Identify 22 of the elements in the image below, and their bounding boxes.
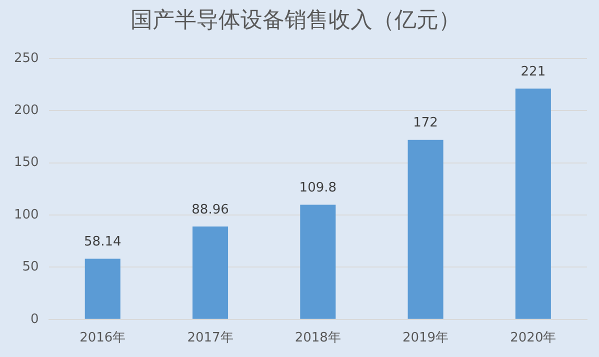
y-tick-label: 100 — [14, 207, 39, 222]
x-tick-label: 2016年 — [80, 330, 126, 346]
data-label: 172 — [413, 116, 438, 131]
data-label: 109.8 — [299, 180, 337, 196]
y-tick-label: 200 — [14, 102, 39, 118]
bar — [192, 226, 228, 319]
bar — [515, 88, 551, 319]
y-tick-label: 150 — [14, 155, 39, 170]
y-tick-label: 250 — [14, 50, 39, 66]
chart-title: 国产半导体设备销售收入（亿元） — [130, 8, 460, 33]
data-label: 58.14 — [84, 234, 122, 250]
data-label: 88.96 — [192, 202, 229, 218]
data-label: 221 — [520, 64, 546, 80]
x-tick-label: 2019年 — [402, 330, 449, 346]
y-tick-label: 0 — [30, 312, 39, 327]
x-tick-label: 2018年 — [294, 330, 341, 346]
bar — [408, 140, 444, 319]
x-tick-label: 2020年 — [510, 330, 556, 346]
bar — [300, 204, 336, 319]
x-tick-label: 2017年 — [187, 330, 234, 346]
y-tick-label: 50 — [22, 260, 39, 275]
bar — [84, 258, 120, 319]
